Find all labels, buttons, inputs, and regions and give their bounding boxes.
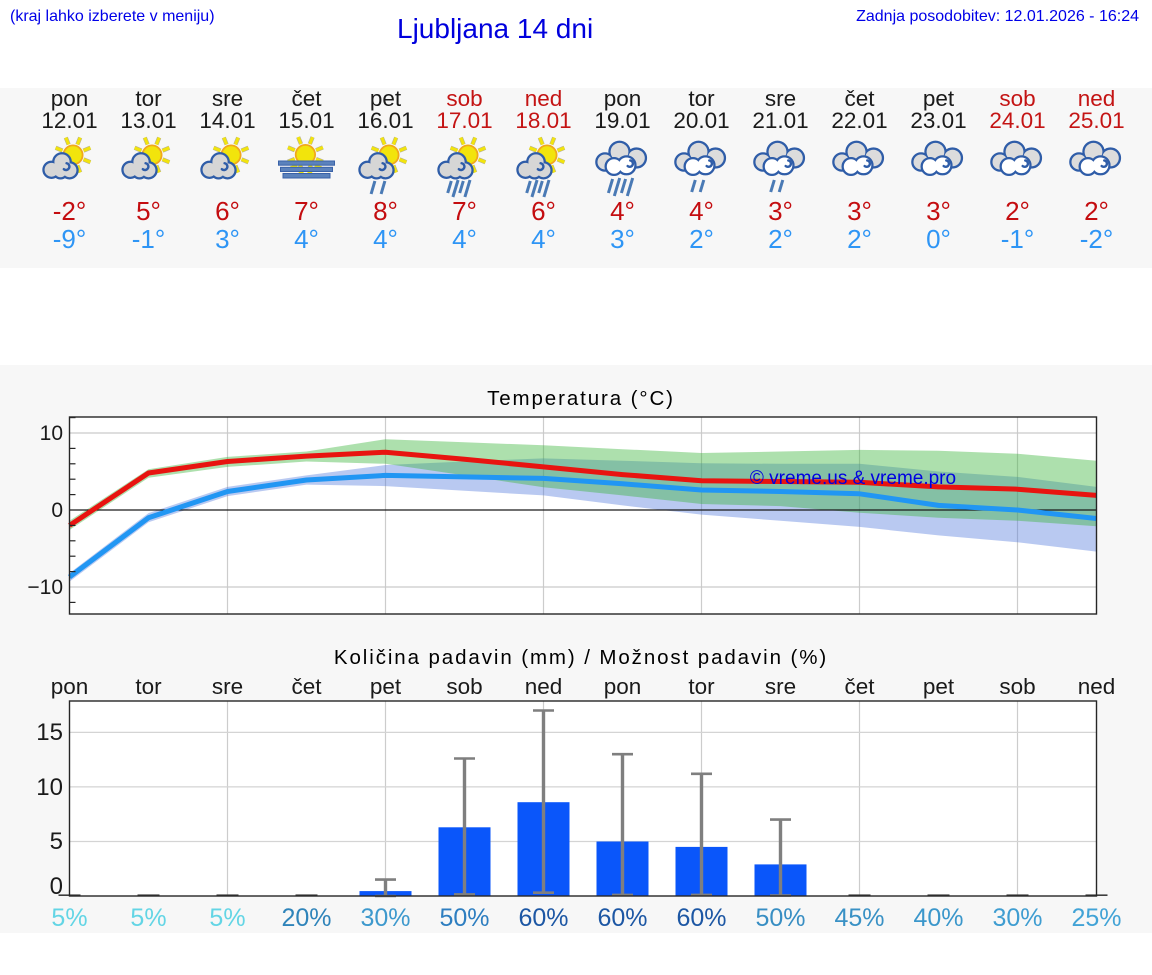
svg-text:30%: 30% xyxy=(992,904,1042,932)
svg-text:pet: pet xyxy=(923,674,955,699)
svg-text:15.01: 15.01 xyxy=(278,108,334,133)
svg-text:16.01: 16.01 xyxy=(357,108,413,133)
svg-text:-2°: -2° xyxy=(53,196,87,226)
svg-text:8°: 8° xyxy=(373,196,398,226)
svg-text:14.01: 14.01 xyxy=(199,108,255,133)
svg-text:60%: 60% xyxy=(518,904,568,932)
svg-text:10: 10 xyxy=(36,774,63,801)
svg-text:pon: pon xyxy=(51,86,89,111)
svg-text:Temperatura (°C): Temperatura (°C) xyxy=(487,387,675,410)
svg-text:pon: pon xyxy=(51,674,89,699)
svg-text:-1°: -1° xyxy=(1001,224,1035,254)
svg-text:15: 15 xyxy=(36,719,63,746)
svg-text:čet: čet xyxy=(291,86,322,111)
svg-text:21.01: 21.01 xyxy=(752,108,808,133)
svg-text:2°: 2° xyxy=(689,224,714,254)
svg-text:3°: 3° xyxy=(926,196,951,226)
svg-text:5: 5 xyxy=(50,828,63,855)
svg-text:sre: sre xyxy=(212,86,243,111)
svg-text:7°: 7° xyxy=(294,196,319,226)
svg-text:5%: 5% xyxy=(51,904,87,932)
svg-text:Količina padavin (mm) / Možnos: Količina padavin (mm) / Možnost padavin … xyxy=(334,646,828,669)
svg-text:sre: sre xyxy=(765,86,796,111)
svg-text:60%: 60% xyxy=(597,904,647,932)
svg-text:25.01: 25.01 xyxy=(1068,108,1124,133)
svg-text:0: 0 xyxy=(51,499,63,522)
svg-text:pet: pet xyxy=(370,86,402,111)
svg-text:pon: pon xyxy=(604,86,642,111)
svg-text:2°: 2° xyxy=(768,224,793,254)
svg-text:30%: 30% xyxy=(360,904,410,932)
svg-text:sre: sre xyxy=(212,674,243,699)
svg-text:ned: ned xyxy=(525,86,563,111)
svg-text:50%: 50% xyxy=(755,904,805,932)
svg-text:5%: 5% xyxy=(209,904,245,932)
svg-text:45%: 45% xyxy=(834,904,884,932)
svg-text:-2°: -2° xyxy=(1080,224,1114,254)
svg-text:-1°: -1° xyxy=(132,224,166,254)
svg-text:0: 0 xyxy=(50,873,63,900)
svg-text:19.01: 19.01 xyxy=(594,108,650,133)
svg-text:4°: 4° xyxy=(373,224,398,254)
svg-text:4°: 4° xyxy=(452,224,477,254)
svg-text:pet: pet xyxy=(370,674,402,699)
svg-text:4°: 4° xyxy=(689,196,714,226)
svg-text:13.01: 13.01 xyxy=(120,108,176,133)
svg-text:25%: 25% xyxy=(1071,904,1121,932)
svg-text:4°: 4° xyxy=(294,224,319,254)
svg-text:10: 10 xyxy=(40,422,63,445)
svg-text:50%: 50% xyxy=(439,904,489,932)
svg-text:17.01: 17.01 xyxy=(436,108,492,133)
svg-text:20%: 20% xyxy=(281,904,331,932)
svg-text:3°: 3° xyxy=(215,224,240,254)
svg-text:© vreme.us & vreme.pro: © vreme.us & vreme.pro xyxy=(750,468,956,489)
svg-text:2°: 2° xyxy=(847,224,872,254)
svg-text:6°: 6° xyxy=(215,196,240,226)
svg-text:12.01: 12.01 xyxy=(41,108,97,133)
svg-text:7°: 7° xyxy=(452,196,477,226)
svg-text:22.01: 22.01 xyxy=(831,108,887,133)
svg-text:4°: 4° xyxy=(531,224,556,254)
svg-text:6°: 6° xyxy=(531,196,556,226)
svg-text:3°: 3° xyxy=(768,196,793,226)
svg-text:-9°: -9° xyxy=(53,224,87,254)
svg-text:čet: čet xyxy=(844,86,875,111)
svg-text:5°: 5° xyxy=(136,196,161,226)
svg-text:2°: 2° xyxy=(1005,196,1030,226)
svg-text:3°: 3° xyxy=(610,224,635,254)
svg-text:4°: 4° xyxy=(610,196,635,226)
svg-text:18.01: 18.01 xyxy=(515,108,571,133)
svg-text:2°: 2° xyxy=(1084,196,1109,226)
svg-text:3°: 3° xyxy=(847,196,872,226)
svg-text:čet: čet xyxy=(291,674,322,699)
svg-text:ned: ned xyxy=(525,674,563,699)
svg-text:20.01: 20.01 xyxy=(673,108,729,133)
svg-text:sob: sob xyxy=(446,674,482,699)
svg-text:5%: 5% xyxy=(130,904,166,932)
svg-text:0°: 0° xyxy=(926,224,951,254)
svg-text:pet: pet xyxy=(923,86,955,111)
svg-text:40%: 40% xyxy=(913,904,963,932)
svg-text:sob: sob xyxy=(999,86,1035,111)
svg-text:24.01: 24.01 xyxy=(989,108,1045,133)
svg-text:23.01: 23.01 xyxy=(910,108,966,133)
svg-text:60%: 60% xyxy=(676,904,726,932)
svg-text:tor: tor xyxy=(135,86,162,111)
svg-text:−10: −10 xyxy=(27,576,63,599)
svg-text:pon: pon xyxy=(604,674,642,699)
svg-text:sob: sob xyxy=(999,674,1035,699)
svg-text:ned: ned xyxy=(1078,674,1116,699)
svg-text:čet: čet xyxy=(844,674,875,699)
svg-text:ned: ned xyxy=(1078,86,1116,111)
svg-text:tor: tor xyxy=(688,86,715,111)
svg-text:tor: tor xyxy=(135,674,162,699)
svg-text:tor: tor xyxy=(688,674,715,699)
svg-text:sob: sob xyxy=(446,86,482,111)
svg-text:sre: sre xyxy=(765,674,796,699)
